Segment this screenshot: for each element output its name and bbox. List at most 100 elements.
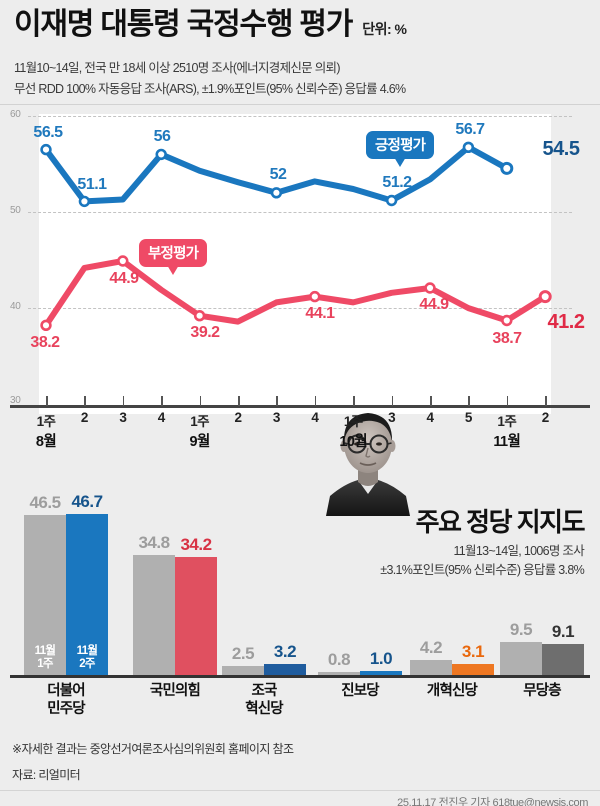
- survey-subline-1: 11월10~14일, 전국 만 18세 이상 2510명 조사(에너지경제신문 …: [14, 61, 341, 75]
- bar-dem-prev-inlabel: 11월 1주: [24, 645, 66, 671]
- bar-ref-curr: 3.1: [452, 642, 494, 675]
- bar-ppp-curr-value: 34.2: [180, 535, 212, 554]
- party-section-sub-2: ±3.1%포인트(95% 신뢰수준) 응답률 3.8%: [380, 563, 584, 577]
- party-label-ref: 개혁신당: [427, 682, 478, 700]
- inlabel-l2: 1주: [37, 658, 53, 670]
- xmonth-sep: 9월: [189, 434, 210, 450]
- party-support-bar-chart: 주요 정당 지지도 11월13~14일, 1006명 조사 ±3.1%포인트(9…: [0, 462, 600, 720]
- approval-line-chart: 60 50 40 30: [0, 106, 600, 516]
- footer-divider: [0, 790, 600, 791]
- pos-label-6: 52: [269, 166, 287, 183]
- ytick-40: 40: [10, 301, 21, 312]
- bar-dem-prev-value: 46.5: [29, 493, 61, 512]
- party-label-line2: 민주당: [47, 701, 85, 717]
- tick-7: [314, 396, 317, 406]
- party-label-line1: 진보당: [341, 683, 379, 699]
- xlabel-1: 2: [80, 410, 89, 425]
- survey-subline-2: 무선 RDD 100% 자동응답 조사(ARS), ±1.9%포인트(95% 신…: [14, 82, 406, 96]
- bar-cho-curr-value: 3.2: [273, 642, 297, 661]
- party-label-none: 무당층: [523, 682, 561, 700]
- bar-jin-curr-value: 1.0: [369, 649, 393, 668]
- xmonth-nov: 11월: [493, 434, 521, 450]
- inlabel-l1: 11월: [76, 645, 98, 657]
- tick-0: [46, 396, 48, 406]
- ytick-50: 50: [10, 205, 21, 216]
- ytick-60: 60: [10, 109, 21, 120]
- footer: ※자세한 결과는 중앙선거여론조사심의위원회 홈페이지 참조 자료: 리얼미터 …: [0, 718, 600, 806]
- negative-callout-label: 부정평가: [148, 246, 199, 262]
- negative-callout: 부정평가: [139, 239, 208, 275]
- xlabel-13: 2: [541, 410, 550, 425]
- footnote-source: 자료: 리얼미터: [12, 768, 81, 782]
- inlabel-l1: 11월: [34, 645, 56, 657]
- pos-label-0: 56.5: [33, 124, 63, 141]
- title-row: 이재명 대통령 국정수행 평가 단위: %: [14, 10, 407, 40]
- tick-13: [545, 396, 547, 406]
- bar-ref-prev-value: 4.2: [419, 638, 443, 657]
- footnote-committee: ※자세한 결과는 중앙선거여론조사심의위원회 홈페이지 참조: [12, 742, 294, 756]
- bar-dem-curr-value: 46.7: [71, 492, 103, 511]
- party-section-sub-1: 11월13~14일, 1006명 조사: [453, 544, 584, 558]
- tick-9: [391, 396, 394, 406]
- pos-label-9: 51.2: [382, 174, 412, 191]
- party-label-line1: 조국: [251, 683, 277, 699]
- pos-label-latest: 54.5: [542, 138, 580, 160]
- bar-ref-curr-value: 3.1: [461, 642, 485, 661]
- xlabel-0: 1주: [36, 414, 56, 429]
- x-axis-line: [10, 405, 590, 408]
- bar-jin-prev-value: 0.8: [327, 650, 351, 669]
- positive-callout-label: 긍정평가: [375, 138, 426, 154]
- xlabel-10: 4: [426, 410, 435, 425]
- party-label-line1: 국민의힘: [149, 683, 201, 699]
- bar-dem-curr: 46.7 11월 2주: [66, 492, 108, 675]
- inlabel-l2: 2주: [79, 658, 95, 670]
- bar-cho-curr: 3.2: [264, 642, 306, 675]
- bar-none-prev-value: 9.5: [509, 620, 533, 639]
- xlabel-4: 1주: [190, 414, 209, 429]
- bar-cho-prev-value: 2.5: [231, 644, 255, 663]
- bar-ppp-prev-value: 34.8: [138, 533, 170, 552]
- party-label-line1: 무당층: [523, 683, 561, 699]
- tick-6: [276, 396, 278, 406]
- party-label-dem: 더불어 민주당: [47, 682, 85, 718]
- bar-dem-curr-inlabel: 11월 2주: [66, 645, 108, 671]
- tick-4: [199, 396, 202, 406]
- bar-jin-curr: 1.0: [360, 649, 402, 675]
- header: 이재명 대통령 국정수행 평가 단위: % 11월10~14일, 전국 만 18…: [0, 0, 600, 104]
- bar-baseline: [10, 675, 590, 678]
- pos-label-1: 51.1: [77, 176, 107, 193]
- negative-markers: [40, 255, 552, 332]
- bars-container: 46.5 11월 1주 46.7 11월 2주 34.8 34.2: [0, 462, 600, 720]
- xlabel-11: 5: [464, 410, 473, 425]
- tick-10: [430, 396, 432, 406]
- party-label-line2: 혁신당: [245, 701, 283, 717]
- bar-none-curr-value: 9.1: [551, 622, 575, 641]
- gridline-40: [28, 308, 572, 309]
- header-divider: [0, 104, 600, 105]
- line-series-svg: [40, 141, 552, 332]
- unit-label: 단위: %: [362, 21, 407, 37]
- xlabel-2: 3: [119, 410, 127, 425]
- xlabel-12: 1주: [497, 414, 517, 429]
- bar-jin-prev: 0.8: [318, 650, 360, 675]
- party-label-jin: 진보당: [341, 682, 379, 700]
- tick-1: [84, 396, 86, 406]
- party-label-cho: 조국 혁신당: [245, 682, 283, 718]
- neg-label-0: 38.2: [30, 334, 60, 351]
- pos-label-3: 56: [153, 128, 171, 145]
- xlabel-3: 4: [157, 410, 166, 425]
- callout-tail-blue: [394, 157, 407, 167]
- bar-cho-prev: 2.5: [222, 644, 264, 675]
- callout-tail-red: [167, 265, 180, 275]
- xlabel-6: 3: [272, 410, 281, 425]
- neg-label-latest: 41.2: [547, 311, 585, 333]
- xlabel-7: 4: [311, 410, 319, 425]
- party-label-line1: 더불어: [47, 683, 85, 699]
- tick-5: [238, 396, 240, 406]
- ytick-30: 30: [10, 395, 21, 406]
- tick-11: [468, 396, 470, 406]
- tick-12: [506, 396, 509, 406]
- gridline-50: [28, 212, 572, 213]
- gridline-60: [28, 116, 572, 117]
